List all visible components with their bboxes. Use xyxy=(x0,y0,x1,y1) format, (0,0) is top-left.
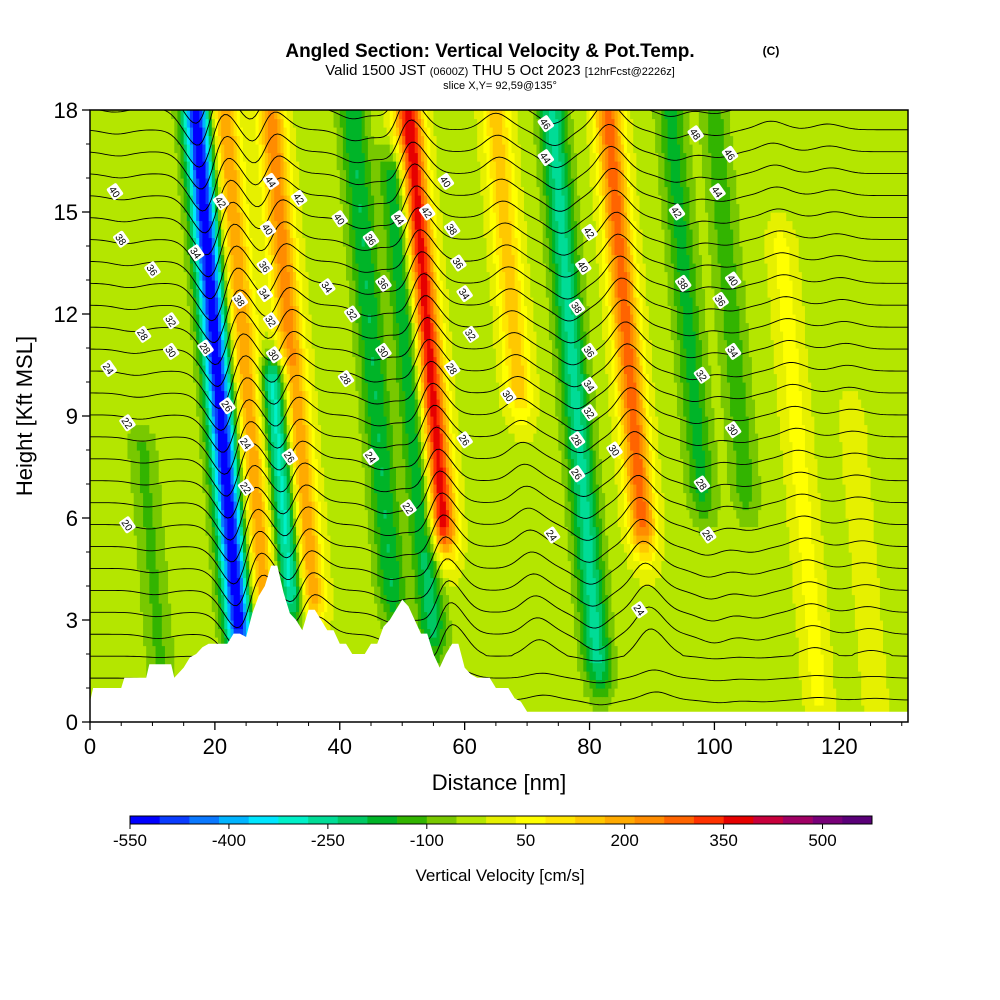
plot-area xyxy=(90,110,908,722)
chart-subtitle: Valid 1500 JST (0600Z) THU 5 Oct 2023 [1… xyxy=(325,62,675,79)
subtitle-utc-time: (0600Z) xyxy=(430,66,469,78)
subtitle-valid-time: Valid 1500 JST xyxy=(325,62,425,79)
chart-slice-info: slice X,Y= 92,59@135° xyxy=(443,80,557,92)
title-block: Angled Section: Vertical Velocity & Pot.… xyxy=(285,41,779,92)
subtitle-forecast-info: [12hrFcst@2226z] xyxy=(585,66,675,78)
chart-title: Angled Section: Vertical Velocity & Pot.… xyxy=(285,41,694,62)
title-copyright-mark: (C) xyxy=(763,44,780,58)
subtitle-date: THU 5 Oct 2023 xyxy=(472,62,580,79)
